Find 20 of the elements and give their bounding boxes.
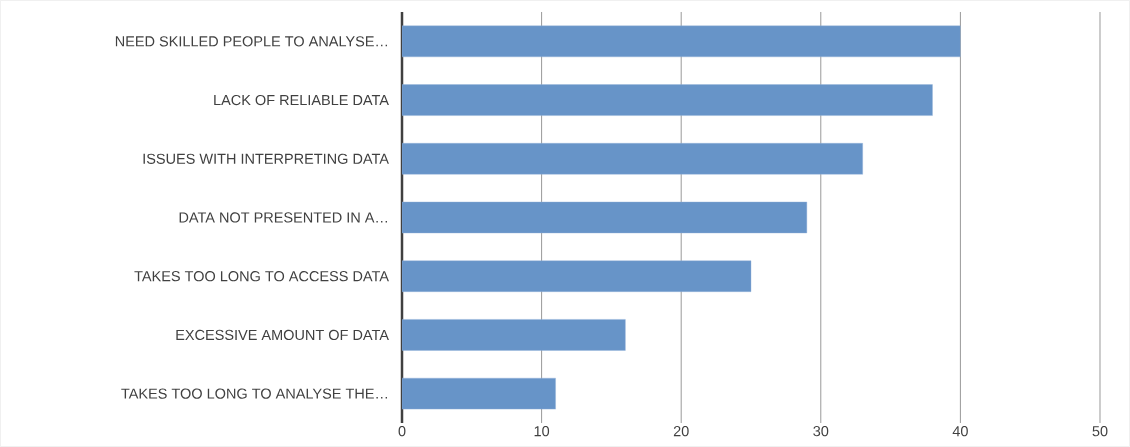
bar: [402, 84, 933, 116]
y-tick-label: NEED SKILLED PEOPLE TO ANALYSE…: [115, 36, 388, 47]
y-tick-label: TAKES TOO LONG TO ACCESS DATA: [134, 271, 389, 282]
bar: [402, 260, 752, 292]
bar: [402, 377, 556, 410]
x-tick-label: 50: [1092, 426, 1108, 437]
x-tick-label: 40: [952, 426, 968, 437]
bar: [402, 25, 961, 58]
bar: [402, 319, 626, 351]
y-tick-label: ISSUES WITH INTERPRETING DATA: [143, 153, 389, 164]
x-tick-label: 10: [534, 426, 550, 437]
bar: [402, 201, 808, 234]
bar: [402, 143, 863, 175]
y-tick-label: TAKES TOO LONG TO ANALYSE THE…: [121, 388, 387, 399]
x-tick-label: 0: [398, 426, 406, 437]
x-tick-label: 30: [813, 426, 829, 437]
y-tick-label: LACK OF RELIABLE DATA: [214, 94, 389, 106]
y-tick-label: DATA NOT PRESENTED IN A…: [179, 212, 387, 223]
x-tick-label: 20: [673, 426, 689, 437]
y-tick-label: EXCESSIVE AMOUNT OF DATA: [176, 329, 389, 341]
